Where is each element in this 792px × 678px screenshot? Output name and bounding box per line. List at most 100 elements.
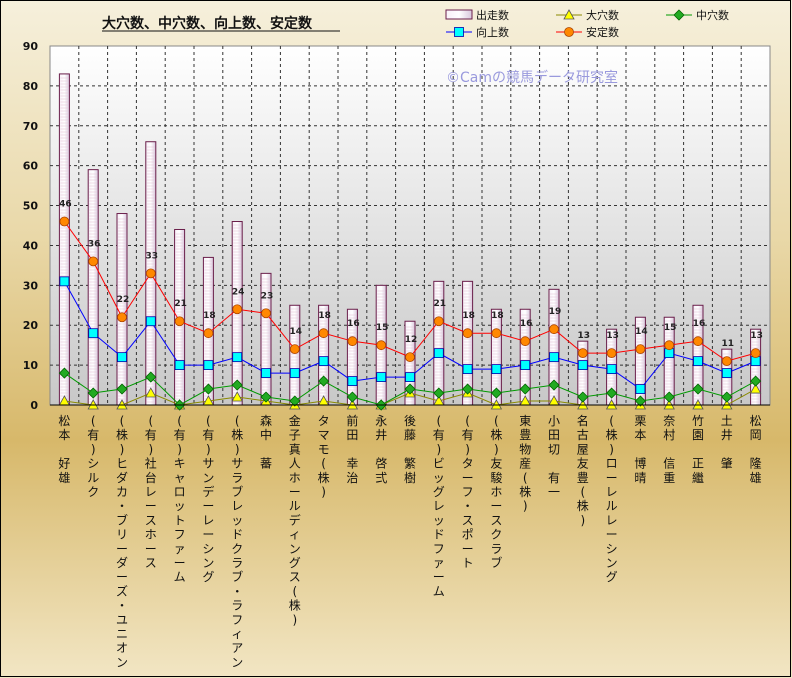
point-marker bbox=[405, 352, 415, 363]
point-marker bbox=[261, 368, 271, 378]
data-label: 21 bbox=[174, 299, 187, 309]
y-tick-label: 30 bbox=[23, 279, 39, 292]
bar bbox=[58, 73, 70, 406]
lines-layer bbox=[58, 216, 762, 411]
y-tick-label: 80 bbox=[23, 80, 39, 93]
point-marker bbox=[203, 360, 214, 371]
point-marker bbox=[376, 340, 387, 351]
x-category-label: (有)社台レースホース bbox=[145, 414, 157, 570]
point-marker bbox=[376, 372, 387, 382]
point-marker bbox=[490, 387, 502, 399]
data-label: 33 bbox=[146, 251, 159, 261]
point-marker bbox=[174, 360, 185, 371]
point-marker bbox=[564, 27, 574, 37]
point-marker bbox=[405, 372, 415, 382]
point-marker bbox=[433, 316, 444, 327]
x-category-label: (株)サラブレッドクラブ・ラフィアン bbox=[231, 414, 243, 669]
data-label: 18 bbox=[203, 311, 216, 321]
point-marker bbox=[577, 391, 589, 403]
point-marker bbox=[59, 276, 70, 287]
legend-label: 大穴数 bbox=[586, 8, 619, 22]
y-tick-label: 60 bbox=[23, 160, 39, 173]
point-marker bbox=[750, 348, 761, 359]
point-marker bbox=[693, 356, 703, 367]
point-marker bbox=[261, 308, 271, 319]
data-label: 13 bbox=[750, 331, 763, 341]
x-axis: 松本 好雄 (有)シルク (株)ヒダカ・ブリーダーズ・ユニオン (有)社台レースホース… bbox=[50, 404, 770, 669]
data-label: 15 bbox=[664, 323, 677, 333]
point-marker bbox=[145, 387, 157, 398]
point-marker bbox=[58, 367, 70, 379]
point-marker bbox=[491, 364, 502, 375]
point-marker bbox=[117, 312, 127, 323]
point-marker bbox=[116, 383, 128, 395]
x-category-label: (有)ビッグレッドファーム bbox=[433, 414, 445, 598]
point-marker bbox=[606, 348, 617, 359]
data-label: 36 bbox=[88, 239, 101, 249]
x-category-label: タマモ(株) bbox=[318, 414, 330, 499]
data-label: 13 bbox=[606, 331, 619, 341]
point-marker bbox=[174, 316, 185, 327]
point-marker bbox=[145, 316, 156, 327]
x-category-label: (株)ローレルレーシング bbox=[606, 414, 618, 584]
point-marker bbox=[693, 336, 703, 347]
x-category-label: 竹園 正繼 bbox=[692, 414, 704, 485]
point-marker bbox=[346, 391, 358, 403]
point-marker bbox=[721, 368, 732, 378]
y-tick-label: 70 bbox=[23, 120, 39, 133]
x-category-label: 栗本 博晴 bbox=[634, 414, 646, 485]
y-tick-label: 40 bbox=[23, 239, 39, 252]
point-marker bbox=[289, 344, 300, 355]
point-marker bbox=[577, 360, 588, 371]
point-marker bbox=[664, 340, 675, 351]
point-marker bbox=[231, 379, 243, 391]
data-label: 14 bbox=[290, 327, 303, 337]
point-marker bbox=[577, 348, 588, 359]
point-marker bbox=[606, 387, 618, 399]
point-marker bbox=[289, 395, 301, 407]
point-marker bbox=[289, 368, 300, 378]
point-marker bbox=[145, 268, 156, 279]
y-tick-label: 10 bbox=[23, 359, 39, 372]
data-label: 23 bbox=[261, 291, 274, 301]
point-marker bbox=[347, 376, 358, 386]
data-label: 12 bbox=[405, 335, 418, 345]
x-category-label: 松本 好雄 bbox=[58, 414, 70, 485]
point-marker bbox=[202, 383, 214, 395]
point-marker bbox=[563, 9, 575, 20]
point-marker bbox=[635, 344, 646, 355]
point-marker bbox=[520, 336, 531, 347]
point-marker bbox=[318, 328, 329, 339]
point-marker bbox=[491, 328, 502, 339]
point-marker bbox=[232, 304, 243, 315]
x-category-label: 松岡 隆雄 bbox=[750, 414, 762, 485]
x-category-label: 小田切 有一 bbox=[548, 414, 560, 499]
point-marker bbox=[462, 328, 473, 339]
x-category-label: 東豊物産(株) bbox=[519, 414, 531, 513]
point-marker bbox=[673, 9, 685, 21]
point-marker bbox=[462, 364, 473, 375]
point-marker bbox=[404, 383, 416, 395]
data-label: 15 bbox=[376, 323, 389, 333]
point-marker bbox=[318, 356, 329, 367]
chart-title: 大穴数、中穴数、向上数、安定数 bbox=[102, 15, 313, 32]
y-tick-label: 20 bbox=[23, 319, 39, 332]
data-label: 18 bbox=[491, 311, 504, 321]
x-category-label: 森中 蕃 bbox=[260, 413, 272, 471]
point-marker bbox=[347, 336, 358, 347]
x-category-label: 永井 啓弍 bbox=[375, 414, 387, 485]
point-marker bbox=[749, 383, 762, 394]
x-category-label: 土井 肇 bbox=[721, 414, 733, 471]
point-marker bbox=[635, 384, 646, 394]
data-label: 16 bbox=[347, 319, 360, 329]
point-marker bbox=[88, 256, 99, 267]
point-marker bbox=[721, 356, 732, 367]
legend-label: 中穴数 bbox=[696, 8, 729, 22]
point-marker bbox=[750, 375, 762, 387]
data-label: 24 bbox=[232, 287, 245, 297]
point-marker bbox=[549, 352, 559, 363]
legend-label: 向上数 bbox=[476, 25, 509, 39]
